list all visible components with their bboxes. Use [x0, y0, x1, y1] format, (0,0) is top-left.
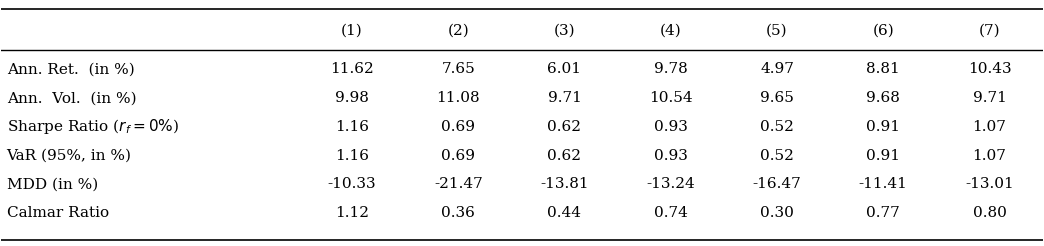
Text: Ann.  Vol.  (in %): Ann. Vol. (in %) — [6, 91, 136, 105]
Text: 0.69: 0.69 — [442, 120, 475, 134]
Text: (1): (1) — [341, 24, 363, 38]
Text: -13.24: -13.24 — [646, 177, 695, 191]
Text: 9.71: 9.71 — [547, 91, 582, 105]
Text: 0.77: 0.77 — [867, 206, 900, 220]
Text: 0.93: 0.93 — [654, 149, 688, 163]
Text: 9.98: 9.98 — [335, 91, 369, 105]
Text: 1.16: 1.16 — [335, 149, 369, 163]
Text: MDD (in %): MDD (in %) — [6, 177, 98, 191]
Text: 0.62: 0.62 — [547, 120, 582, 134]
Text: 11.62: 11.62 — [330, 62, 374, 77]
Text: 1.12: 1.12 — [335, 206, 369, 220]
Text: 10.43: 10.43 — [968, 62, 1012, 77]
Text: 0.52: 0.52 — [760, 120, 793, 134]
Text: 0.93: 0.93 — [654, 120, 688, 134]
Text: 9.65: 9.65 — [760, 91, 793, 105]
Text: 1.07: 1.07 — [973, 120, 1006, 134]
Text: 11.08: 11.08 — [436, 91, 480, 105]
Text: 4.97: 4.97 — [760, 62, 793, 77]
Text: (4): (4) — [660, 24, 682, 38]
Text: 0.36: 0.36 — [442, 206, 475, 220]
Text: 0.91: 0.91 — [867, 149, 900, 163]
Text: 9.71: 9.71 — [973, 91, 1006, 105]
Text: 0.62: 0.62 — [547, 149, 582, 163]
Text: 10.54: 10.54 — [649, 91, 692, 105]
Text: 9.68: 9.68 — [867, 91, 900, 105]
Text: -11.41: -11.41 — [859, 177, 907, 191]
Text: 0.69: 0.69 — [442, 149, 475, 163]
Text: 7.65: 7.65 — [442, 62, 475, 77]
Text: Sharpe Ratio ($r_f = 0\%$): Sharpe Ratio ($r_f = 0\%$) — [6, 117, 179, 136]
Text: (3): (3) — [553, 24, 575, 38]
Text: 1.16: 1.16 — [335, 120, 369, 134]
Text: (7): (7) — [978, 24, 1000, 38]
Text: 0.74: 0.74 — [654, 206, 688, 220]
Text: Ann. Ret.  (in %): Ann. Ret. (in %) — [6, 62, 135, 77]
Text: 0.80: 0.80 — [973, 206, 1006, 220]
Text: 0.91: 0.91 — [867, 120, 900, 134]
Text: (5): (5) — [766, 24, 788, 38]
Text: 9.78: 9.78 — [654, 62, 688, 77]
Text: 0.30: 0.30 — [760, 206, 793, 220]
Text: (6): (6) — [873, 24, 894, 38]
Text: 0.44: 0.44 — [547, 206, 582, 220]
Text: VaR (95%, in %): VaR (95%, in %) — [6, 149, 132, 163]
Text: Calmar Ratio: Calmar Ratio — [6, 206, 109, 220]
Text: -10.33: -10.33 — [328, 177, 376, 191]
Text: -16.47: -16.47 — [753, 177, 802, 191]
Text: 6.01: 6.01 — [547, 62, 582, 77]
Text: 1.07: 1.07 — [973, 149, 1006, 163]
Text: -13.01: -13.01 — [965, 177, 1014, 191]
Text: 8.81: 8.81 — [867, 62, 900, 77]
Text: -13.81: -13.81 — [540, 177, 589, 191]
Text: -21.47: -21.47 — [434, 177, 482, 191]
Text: (2): (2) — [448, 24, 469, 38]
Text: 0.52: 0.52 — [760, 149, 793, 163]
